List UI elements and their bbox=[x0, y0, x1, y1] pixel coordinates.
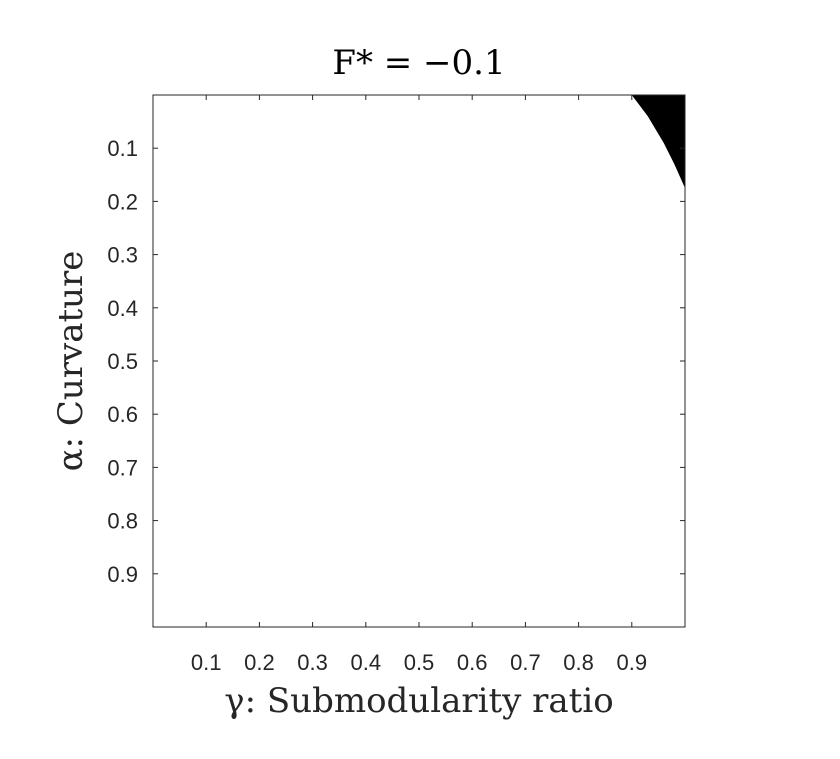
plot-area bbox=[152, 94, 686, 628]
axis-tick-labels: 0.1 0.2 0.3 0.4 0.5 0.6 0.7 0.8 0.9 0.1 0.2 0.3 0.4 0… bbox=[107, 136, 647, 675]
x-tick-label: 0.1 bbox=[191, 650, 222, 675]
x-tick-label: 0.4 bbox=[351, 650, 382, 675]
x-axis-title: γ: Submodularity ratio bbox=[224, 681, 613, 721]
y-tick-label: 0.7 bbox=[107, 455, 138, 480]
x-tick-label: 0.3 bbox=[297, 650, 328, 675]
heatmap-region bbox=[631, 95, 685, 189]
y-axis-title: α: Curvature bbox=[51, 251, 91, 472]
y-tick-label: 0.9 bbox=[107, 562, 138, 587]
y-tick-label: 0.5 bbox=[107, 349, 138, 374]
y-tick-label: 0.4 bbox=[107, 296, 138, 321]
axis-ticks bbox=[153, 95, 685, 627]
y-tick-label: 0.1 bbox=[107, 136, 138, 161]
x-tick-label: 0.7 bbox=[510, 650, 541, 675]
y-tick-label: 0.3 bbox=[107, 243, 138, 268]
chart-title: F* = −0.1 bbox=[332, 43, 505, 83]
x-tick-label: 0.6 bbox=[457, 650, 488, 675]
y-tick-label: 0.8 bbox=[107, 509, 138, 534]
y-tick-label: 0.6 bbox=[107, 402, 138, 427]
x-tick-label: 0.9 bbox=[617, 650, 648, 675]
x-tick-label: 0.2 bbox=[244, 650, 275, 675]
plot-background bbox=[153, 95, 685, 627]
x-tick-label: 0.5 bbox=[404, 650, 435, 675]
y-tick-label: 0.2 bbox=[107, 189, 138, 214]
x-tick-label: 0.8 bbox=[563, 650, 594, 675]
